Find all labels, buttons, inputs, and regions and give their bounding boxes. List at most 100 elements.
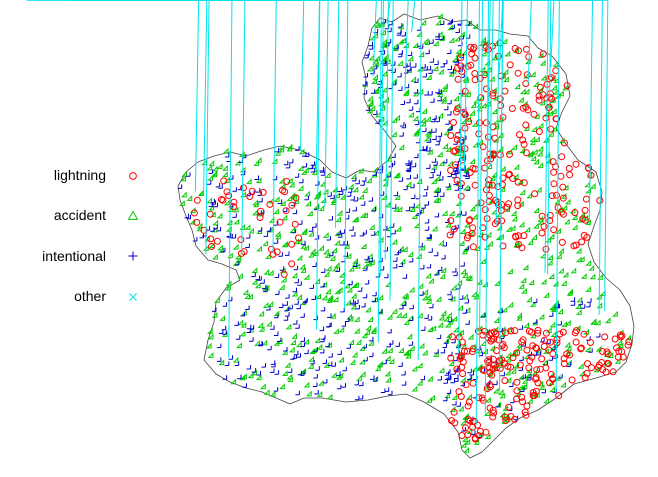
- intentional-marker: [404, 83, 410, 89]
- lightning-marker: [507, 327, 515, 335]
- accident-marker: [402, 90, 409, 97]
- intentional-marker: [296, 304, 301, 310]
- accident-marker: [274, 230, 281, 237]
- intentional-marker: [365, 106, 371, 111]
- intentional-marker: [340, 241, 345, 246]
- lightning-marker: [498, 181, 506, 189]
- accident-marker: [418, 342, 425, 349]
- intentional-marker: [451, 338, 456, 344]
- lightning-marker: [490, 328, 498, 336]
- intentional-marker: [360, 201, 366, 206]
- accident-marker: [558, 247, 564, 254]
- lightning-marker: [496, 364, 504, 372]
- legend-label-accident: accident: [54, 207, 106, 223]
- lightning-marker: [450, 408, 458, 416]
- intentional-marker: [368, 45, 374, 50]
- lightning-marker: [508, 105, 516, 112]
- accident-marker: [252, 199, 259, 206]
- lightning-marker: [288, 201, 296, 209]
- lightning-marker: [256, 214, 264, 221]
- accident-marker: [240, 191, 246, 198]
- accident-marker: [281, 241, 288, 248]
- accident-marker: [286, 145, 293, 152]
- lightning-marker: [546, 338, 554, 346]
- lightning-marker: [498, 217, 506, 225]
- accident-marker: [532, 81, 539, 88]
- intentional-marker: [443, 339, 449, 344]
- accident-marker: [457, 405, 464, 412]
- accident-marker: [451, 56, 458, 63]
- accident-marker: [488, 75, 495, 82]
- intentional-marker: [294, 278, 299, 284]
- accident-marker: [225, 280, 232, 287]
- intentional-marker: [368, 336, 374, 342]
- accident-marker: [238, 151, 245, 157]
- accident-marker: [585, 187, 592, 194]
- intentional-marker: [432, 135, 437, 140]
- accident-marker: [222, 164, 228, 171]
- accident-marker: [580, 273, 587, 279]
- accident-marker: [368, 339, 374, 346]
- accident-marker: [348, 339, 355, 346]
- intentional-marker: [414, 78, 419, 83]
- intentional-marker: [391, 153, 396, 158]
- accident-marker: [548, 273, 555, 280]
- intentional-marker: [408, 106, 414, 111]
- intentional-marker: [246, 324, 252, 330]
- accident-marker: [211, 226, 218, 233]
- lightning-marker: [452, 108, 460, 116]
- lightning-marker: [479, 366, 487, 374]
- lightning-marker: [240, 184, 247, 192]
- lightning-marker: [193, 218, 201, 226]
- intentional-marker: [457, 21, 463, 26]
- lightning-marker: [538, 212, 546, 220]
- lightning-marker: [523, 71, 531, 79]
- accident-marker: [499, 392, 506, 399]
- accident-marker: [296, 238, 303, 244]
- accident-marker: [376, 361, 383, 368]
- lightning-marker: [514, 69, 522, 77]
- accident-marker: [561, 321, 568, 327]
- accident-marker: [470, 102, 477, 108]
- accident-marker: [488, 197, 494, 204]
- accident-marker: [575, 309, 582, 315]
- lightning-marker: [539, 50, 547, 58]
- intentional-marker: [270, 368, 275, 373]
- accident-marker: [244, 293, 251, 299]
- accident-marker: [430, 178, 437, 185]
- accident-marker: [329, 312, 336, 319]
- intentional-marker: [462, 211, 467, 216]
- accident-marker: [258, 325, 265, 332]
- accident-marker: [462, 293, 469, 300]
- intentional-marker: [274, 147, 280, 153]
- intentional-marker: [218, 184, 223, 189]
- accident-marker: [325, 288, 331, 295]
- intentional-marker: [370, 231, 376, 236]
- lightning-marker: [546, 211, 554, 219]
- intentional-marker: [424, 226, 430, 231]
- accident-marker: [208, 204, 215, 211]
- lightning-marker: [529, 389, 537, 397]
- lightning-marker: [463, 347, 471, 355]
- lightning-marker: [471, 181, 479, 189]
- lightning-marker: [483, 385, 491, 393]
- accident-marker: [214, 296, 220, 303]
- accident-marker: [393, 205, 399, 212]
- accident-marker: [463, 446, 470, 453]
- intentional-marker: [439, 20, 445, 25]
- accident-marker: [596, 302, 603, 309]
- accident-marker: [318, 244, 325, 251]
- intentional-marker: [394, 45, 399, 50]
- accident-marker: [479, 66, 486, 73]
- lightning-marker: [500, 344, 508, 352]
- lightning-marker: [501, 377, 509, 385]
- accident-marker: [351, 351, 358, 358]
- accident-marker: [439, 273, 446, 279]
- accident-marker: [180, 175, 187, 182]
- intentional-marker: [393, 191, 399, 197]
- intentional-marker: [370, 375, 375, 380]
- accident-marker: [390, 131, 397, 138]
- accident-marker: [372, 32, 379, 39]
- lightning-marker: [533, 366, 541, 374]
- intentional-marker: [322, 359, 327, 364]
